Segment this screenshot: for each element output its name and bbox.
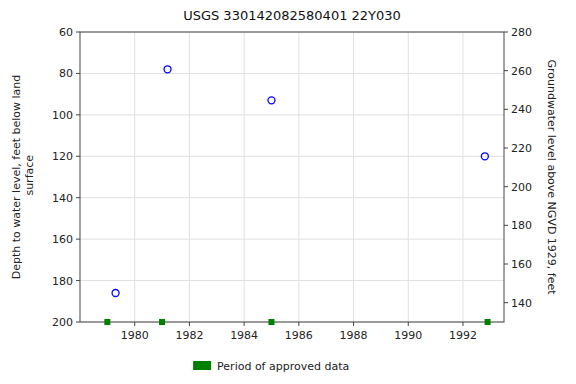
point (159, 319, 165, 325)
grid-line (80, 156, 504, 157)
tick-mark (76, 280, 80, 281)
grid-line (80, 114, 504, 115)
tick-label: 1992 (449, 329, 477, 342)
point (104, 319, 110, 325)
grid-line (134, 32, 135, 322)
tick-label: 1986 (285, 329, 313, 342)
grid-line (80, 239, 504, 240)
tick-label: 1988 (340, 329, 368, 342)
tick-mark (504, 109, 508, 110)
tick-label: 240 (511, 103, 532, 116)
point (481, 153, 488, 160)
tick-mark (504, 302, 508, 303)
tick-mark (76, 156, 80, 157)
tick-label: 100 (52, 109, 73, 122)
grid-line (244, 32, 245, 322)
title: USGS 330142082580401 22Y030 (183, 8, 401, 23)
tick-mark (353, 322, 354, 326)
tick-mark (504, 225, 508, 226)
point (268, 319, 274, 325)
tick-label: 220 (511, 142, 532, 155)
plot-frame (80, 32, 504, 322)
grid-line (298, 32, 299, 322)
tick-label: 260 (511, 65, 532, 78)
point (268, 97, 275, 104)
tick-label: 120 (52, 150, 73, 163)
grid (80, 32, 504, 322)
tick-label: 200 (511, 181, 532, 194)
tick-mark (504, 264, 508, 265)
series (112, 66, 488, 297)
tick-label: 1984 (230, 329, 258, 342)
series (104, 319, 490, 325)
legend-label: Period of approved data (217, 360, 349, 373)
y2-axis: 140 160 180 200 220 240 260 280 (504, 26, 532, 310)
tick-mark (76, 73, 80, 74)
chart: 1980 1982 1984 1986 1988 1990 1992 60 80 100 120 14… (0, 0, 576, 384)
tick-label: 160 (511, 258, 532, 271)
x-axis: 1980 1982 1984 1986 1988 1990 1992 (121, 322, 477, 342)
grid-line (80, 280, 504, 281)
grid-line (462, 32, 463, 322)
tick-mark (462, 322, 463, 326)
tick-label: 160 (52, 233, 73, 246)
tick-label: 200 (52, 316, 73, 329)
tick-mark (298, 322, 299, 326)
tick-mark (76, 239, 80, 240)
tick-label: 180 (511, 219, 532, 232)
grid-line (189, 32, 190, 322)
tick-mark (189, 322, 190, 326)
y2-axis-label: Groundwater level above NGVD 1929, feet (545, 59, 558, 295)
label-line: surface (23, 155, 36, 199)
y-axis: 60 80 100 120 140 160 180 200 (52, 26, 80, 329)
tick-mark (408, 322, 409, 326)
tick-label: 1990 (394, 329, 422, 342)
plot-area (80, 32, 504, 322)
tick-label: 1980 (121, 329, 149, 342)
legend: Period of approved data (193, 360, 349, 373)
tick-label: 60 (59, 26, 73, 39)
tick-mark (76, 197, 80, 198)
tick-mark (504, 32, 508, 33)
tick-mark (504, 148, 508, 149)
label-line: Depth to water level, feet below land (10, 75, 23, 280)
tick-mark (76, 32, 80, 33)
grid-line (80, 73, 504, 74)
tick-label: 80 (59, 67, 73, 80)
legend-swatch (193, 361, 211, 370)
tick-mark (504, 70, 508, 71)
marks (104, 66, 490, 325)
tick-label: 140 (52, 192, 73, 205)
tick-label: 180 (52, 275, 73, 288)
tick-label: 280 (511, 26, 532, 39)
point (112, 290, 119, 297)
tick-label: 1982 (175, 329, 203, 342)
y-axis-label: Depth to water level, feet below land su… (10, 75, 36, 280)
tick-mark (244, 322, 245, 326)
tick-mark (134, 322, 135, 326)
point (164, 66, 171, 73)
tick-label: 140 (511, 297, 532, 310)
grid-line (408, 32, 409, 322)
tick-mark (76, 322, 80, 323)
point (485, 319, 491, 325)
grid-line (80, 197, 504, 198)
grid-line (353, 32, 354, 322)
tick-mark (76, 114, 80, 115)
tick-mark (504, 186, 508, 187)
